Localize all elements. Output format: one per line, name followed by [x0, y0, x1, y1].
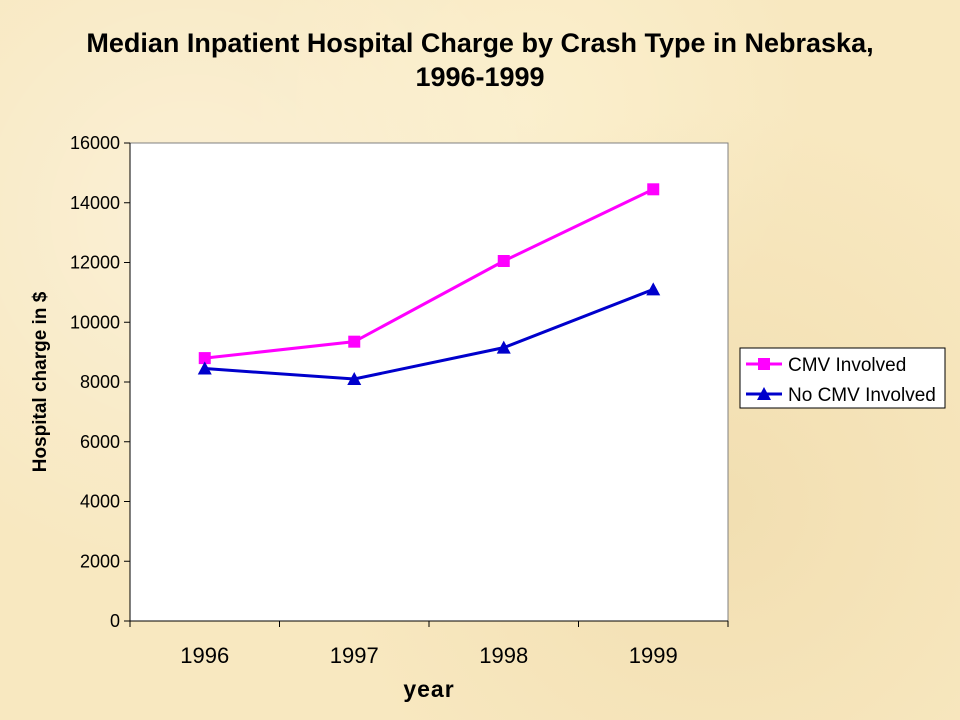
legend-label: CMV Involved	[788, 355, 906, 376]
legend-label: No CMV Involved	[788, 385, 936, 406]
series-line	[204, 287, 654, 381]
y-tick-label: 12000	[70, 253, 120, 273]
x-tick-label: 1998	[479, 643, 528, 668]
y-tick-label: 16000	[70, 133, 120, 153]
y-tick-label: 6000	[80, 432, 120, 452]
legend: CMV Involved No CMV Involved	[739, 347, 946, 409]
x-tick-label: 1996	[180, 643, 229, 668]
y-tick-label: 4000	[80, 492, 120, 512]
chart-title: Median Inpatient Hospital Charge by Cras…	[86, 28, 874, 58]
axes: 0 2000 4000 6000 8000 10000 12000 14000 16000 199…	[70, 133, 729, 668]
y-tick-label: 0	[110, 611, 120, 631]
chart-subtitle: 1996-1999	[415, 62, 545, 92]
plot-area	[129, 142, 729, 622]
data-point	[348, 335, 361, 348]
y-tick-label: 14000	[70, 193, 120, 213]
data-point	[647, 183, 660, 196]
legend-marker	[757, 387, 771, 400]
chart-title-block: Median Inpatient Hospital Charge by Cras…	[0, 26, 960, 94]
data-point	[646, 282, 661, 296]
series-2	[197, 282, 661, 386]
x-tick-label: 1997	[330, 643, 379, 668]
y-tick-label: 10000	[70, 312, 120, 332]
data-point	[496, 340, 511, 354]
x-axis-title: year	[403, 676, 454, 702]
data-point	[347, 372, 362, 386]
legend-box	[739, 347, 946, 409]
data-point	[198, 352, 211, 365]
y-tick-label: 8000	[80, 372, 120, 392]
data-point	[497, 255, 510, 268]
series-1	[198, 183, 660, 365]
data-point	[197, 361, 212, 375]
y-tick-label: 2000	[80, 551, 120, 571]
series-layer	[197, 183, 661, 386]
series-line	[204, 187, 654, 360]
x-tick-label: 1999	[629, 643, 678, 668]
y-axis-title: Hospital charge in $	[30, 291, 51, 472]
legend-marker	[758, 358, 770, 370]
